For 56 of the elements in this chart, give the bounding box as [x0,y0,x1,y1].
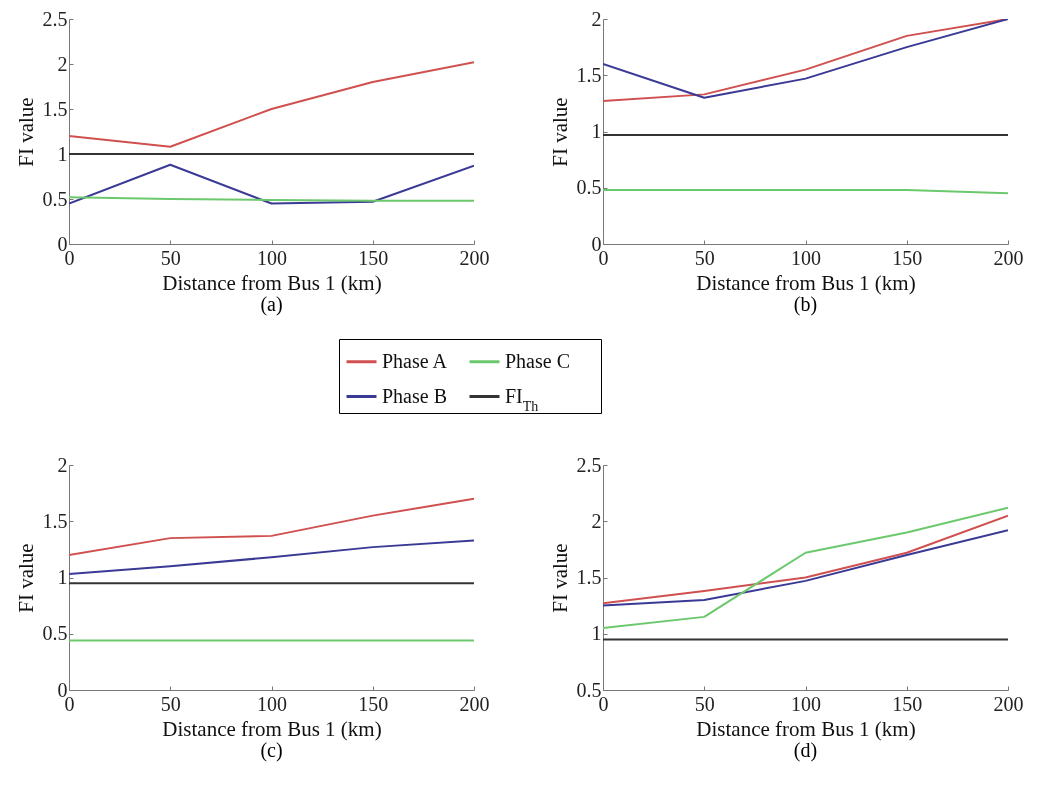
x-tick-label: 100 [791,692,821,715]
y-tick-label: 1.5 [42,97,68,120]
line-series [603,529,1008,607]
legend-label: Phase C [505,349,570,372]
y-tick-label: 0.5 [42,622,68,645]
line-series [69,163,474,205]
x-tick-label: 150 [358,692,389,715]
y-tick-label: 1 [591,120,602,142]
y-tick-label: 2 [591,7,602,30]
x-tick-label: 200 [993,246,1024,269]
y-axis-title: FI value [547,97,572,167]
line-series [69,61,474,148]
y-tick-label: 2 [57,52,68,75]
legend-label: Phase B [382,384,447,407]
x-tick-label: 50 [160,246,181,269]
x-tick-label: 200 [993,692,1024,715]
y-tick-label: 1 [57,566,68,588]
x-tick-label: 150 [358,246,389,269]
x-tick-label: 100 [257,246,287,269]
line-series [69,539,474,576]
y-tick-label: 2 [57,453,68,476]
x-tick-label: 50 [694,692,715,715]
x-tick-label: 100 [257,692,287,715]
y-tick-label: 1.5 [576,63,602,86]
y-tick-label: 0.5 [42,187,68,210]
legend-label: Phase A [382,349,448,372]
x-tick-label: 200 [459,692,490,715]
x-tick-label: 50 [694,246,715,269]
x-axis-title: Distance from Bus 1 (km) [696,716,916,741]
x-tick-label: 200 [459,246,490,269]
y-axis-title: FI value [13,543,38,613]
x-tick-label: 150 [892,246,923,269]
legend-label: FI$_{Th}$ [505,384,539,413]
x-axis-title: Distance from Bus 1 (km) [162,270,382,295]
y-tick-label: 2 [591,509,602,532]
line-series [69,497,474,556]
x-tick-label: 50 [160,692,181,715]
y-tick-label: 2.5 [42,7,68,30]
x-tick-label: 100 [791,246,821,269]
y-axis-title: FI value [547,543,572,613]
x-axis-title: Distance from Bus 1 (km) [696,270,916,295]
x-axis-title: Distance from Bus 1 (km) [162,716,382,741]
y-axis-title: FI value [13,97,38,167]
y-tick-label: 0.5 [576,176,602,199]
y-tick-label: 2.5 [576,453,602,476]
text: (c) [260,739,283,762]
x-tick-label: 150 [892,692,923,715]
text: (d) [793,739,818,762]
line-series [603,506,1008,630]
text: (a) [260,293,283,316]
text: (b) [793,293,818,316]
y-tick-label: 1 [591,622,602,645]
y-tick-label: 1.5 [42,509,68,532]
y-tick-label: 1 [57,142,68,165]
line-series [603,514,1008,605]
y-tick-label: 1.5 [576,566,602,588]
